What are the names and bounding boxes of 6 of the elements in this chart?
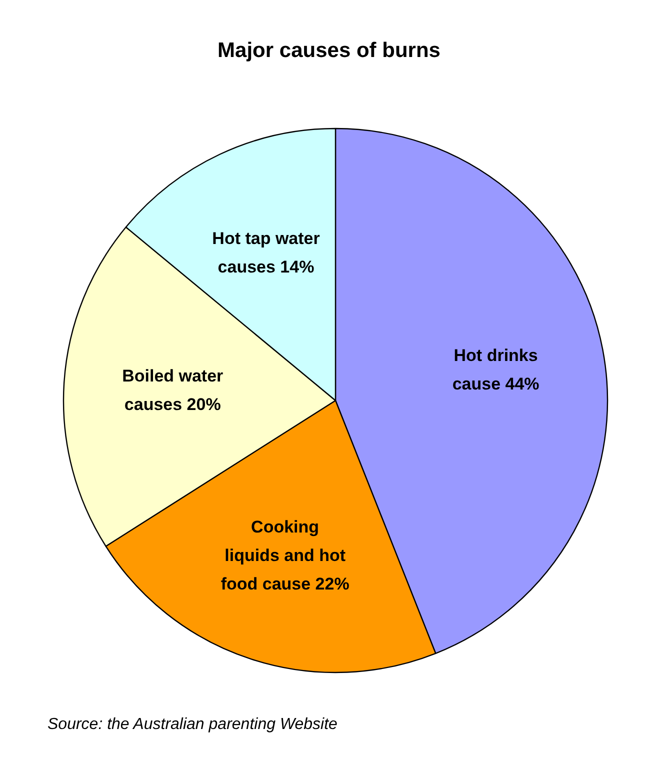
slice-label: Boiled water causes 20% [122,366,224,414]
slice-label: Hot drinks cause 44% [452,346,540,394]
slice-label: Hot tap water causes 14% [212,229,320,277]
source-note: Source: the Australian parenting Website [48,716,338,733]
chart-title: Major causes of burns [218,39,440,62]
slice-label: Cooking liquids and hot food cause 22% [220,518,350,594]
